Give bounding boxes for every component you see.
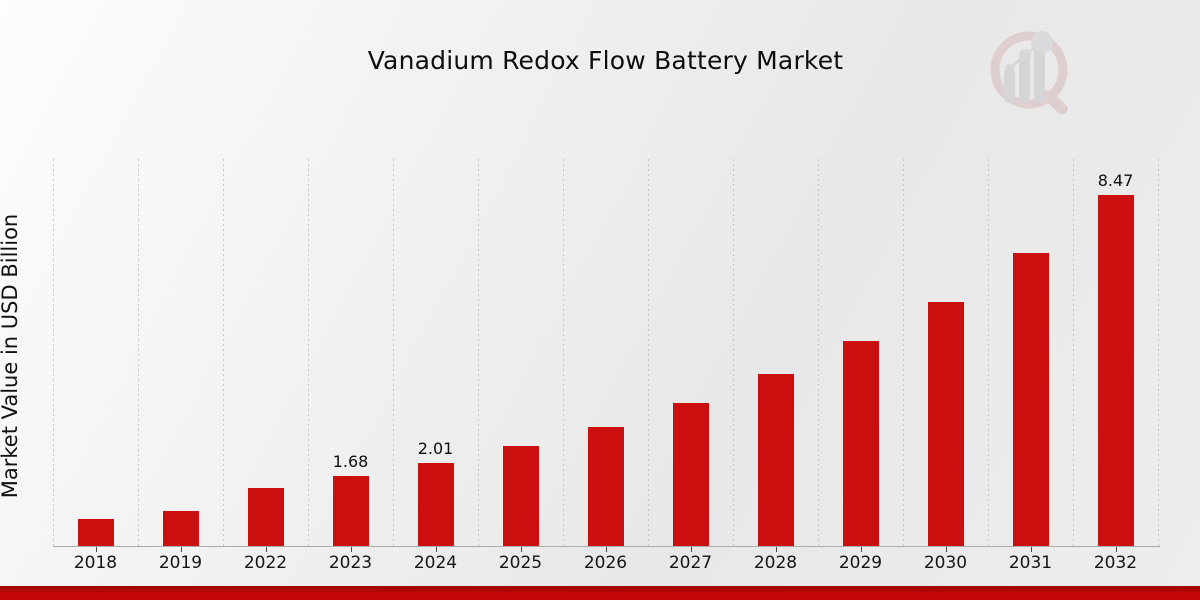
magnifier-bar-chart-logo-icon — [985, 22, 1095, 122]
x-axis-tick — [605, 547, 607, 552]
gridline — [393, 159, 394, 546]
gridline — [648, 159, 649, 546]
chart-title: Vanadium Redox Flow Battery Market — [367, 46, 844, 75]
x-tick-label-2018: 2018 — [73, 553, 118, 573]
bar-2025 — [502, 446, 539, 546]
gridline — [223, 159, 224, 546]
x-axis-tick — [520, 547, 522, 552]
x-axis-tick — [860, 547, 862, 552]
x-axis-tick — [350, 547, 352, 552]
gridline — [308, 159, 309, 546]
x-axis-tick — [265, 547, 267, 552]
bar-2031 — [1012, 253, 1049, 546]
bar-2029 — [842, 341, 879, 546]
gridline — [53, 159, 54, 546]
magnifier-handle — [1042, 90, 1068, 115]
bar-2023 — [332, 476, 369, 546]
x-axis-tick — [775, 547, 777, 552]
gridline — [988, 159, 989, 546]
logo-bar — [1034, 43, 1045, 103]
x-axis-tick — [1030, 547, 1032, 552]
logo-bar — [1004, 68, 1015, 103]
gridline — [478, 159, 479, 546]
logo-dot — [1031, 31, 1053, 53]
bar-2018 — [77, 519, 114, 546]
x-tick-label-2032: 2032 — [1093, 553, 1138, 573]
gridline — [138, 159, 139, 546]
x-axis-tick — [180, 547, 182, 552]
x-tick-label-2025: 2025 — [498, 553, 543, 573]
bar-2032 — [1097, 195, 1134, 546]
x-tick-label-2030: 2030 — [923, 553, 968, 573]
bar-2028 — [757, 374, 794, 546]
y-axis-label: Market Value in USD Billion — [0, 213, 22, 499]
x-axis-tick — [1115, 547, 1117, 552]
logo-dot — [1019, 49, 1031, 61]
bar-2024 — [417, 463, 454, 546]
x-tick-label-2028: 2028 — [753, 553, 798, 573]
bar-2019 — [162, 511, 199, 546]
bar-2027 — [672, 403, 709, 546]
x-axis-tick — [435, 547, 437, 552]
logo-trend-line — [1009, 42, 1042, 69]
x-axis-tick — [945, 547, 947, 552]
bar-2026 — [587, 427, 624, 546]
x-axis-tick — [95, 547, 97, 552]
value-label-2032: 8.47 — [1097, 171, 1134, 190]
x-tick-label-2027: 2027 — [668, 553, 713, 573]
gridline — [1158, 159, 1159, 546]
logo-dot — [1005, 63, 1015, 73]
bottom-banner — [0, 586, 1200, 600]
gridline — [733, 159, 734, 546]
x-tick-label-2022: 2022 — [243, 553, 288, 573]
value-label-2023: 1.68 — [332, 452, 369, 471]
gridline — [563, 159, 564, 546]
x-tick-label-2019: 2019 — [158, 553, 203, 573]
gridline — [903, 159, 904, 546]
x-tick-label-2031: 2031 — [1008, 553, 1053, 573]
x-tick-label-2023: 2023 — [328, 553, 373, 573]
bar-2030 — [927, 302, 964, 546]
x-axis-tick — [690, 547, 692, 552]
x-tick-label-2029: 2029 — [838, 553, 883, 573]
x-tick-label-2024: 2024 — [413, 553, 458, 573]
value-label-2024: 2.01 — [417, 439, 454, 458]
x-axis-line — [53, 546, 1160, 547]
bar-2022 — [247, 488, 284, 546]
gridline — [818, 159, 819, 546]
magnifier-ring — [990, 31, 1068, 109]
logo-bar — [1019, 54, 1030, 103]
gridline — [1073, 159, 1074, 546]
x-tick-label-2026: 2026 — [583, 553, 628, 573]
